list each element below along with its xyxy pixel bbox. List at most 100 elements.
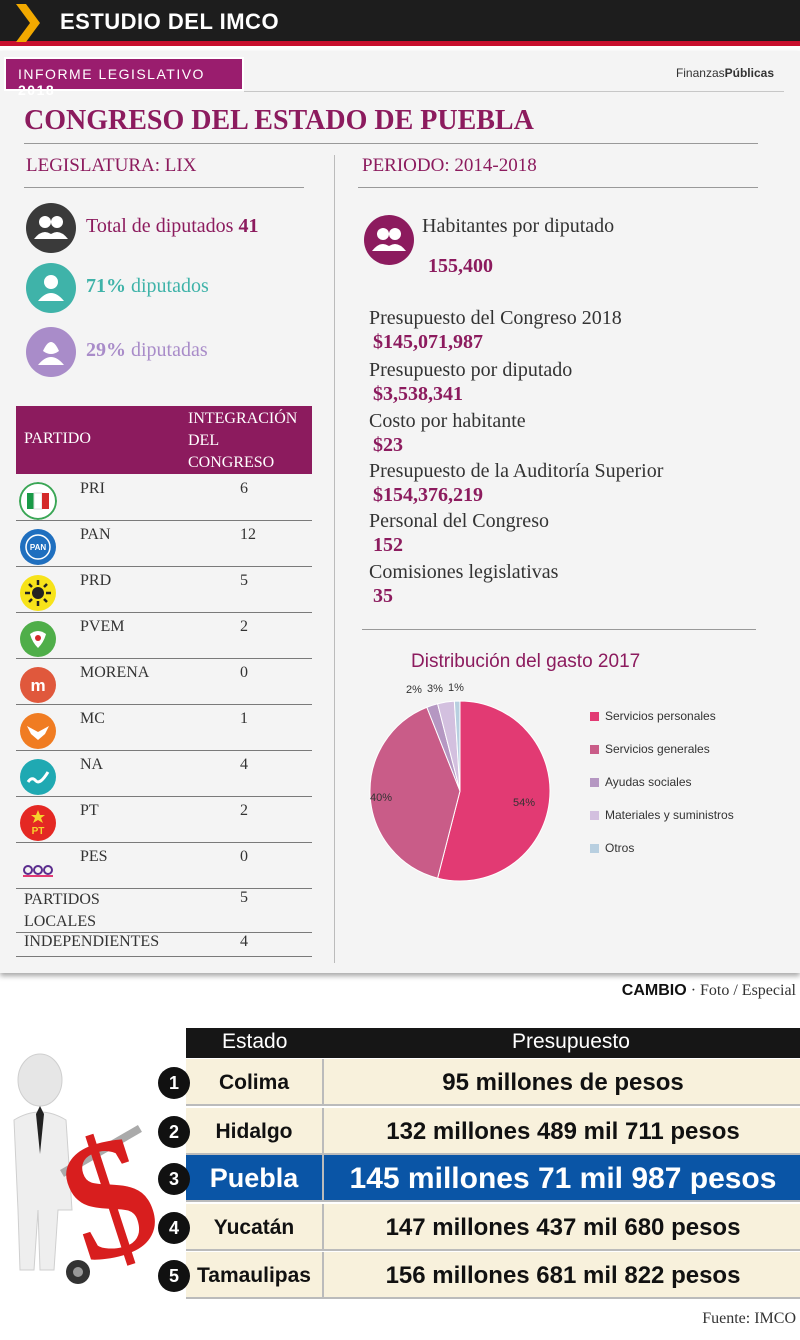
- pie-slice: [369, 706, 461, 879]
- divider: [24, 187, 304, 188]
- local-label: PARTIDOS: [24, 891, 100, 908]
- total-label: Total de diputados: [86, 215, 234, 237]
- ranking-row: Colima 95 millones de pesos: [186, 1059, 800, 1106]
- pan-logo-icon: PAN: [20, 529, 56, 565]
- pes-logo-icon: [23, 865, 53, 877]
- logo-text: m: [30, 676, 45, 695]
- credit-text: · Foto / Especial: [686, 982, 796, 999]
- party-value: 6: [240, 480, 248, 497]
- total-diputados: Total de diputados 41: [86, 215, 258, 238]
- legend-label: Ayudas sociales: [605, 775, 692, 789]
- pie-value-label: 54%: [513, 797, 536, 809]
- stat-label: Presupuesto de la Auditoría Superior: [369, 460, 664, 482]
- table-row: PAN PAN 12: [16, 521, 312, 567]
- women-stat: 29% diputadas: [86, 339, 208, 362]
- table-row: MC 1: [16, 705, 312, 751]
- legend-swatch: [590, 712, 599, 722]
- logo-text: PT: [32, 826, 45, 837]
- legend-label: Materiales y suministros: [605, 808, 734, 822]
- ranking-row-highlight: Puebla 145 millones 71 mil 987 pesos: [186, 1155, 800, 1202]
- legend-item: Otros: [590, 841, 634, 855]
- state-budget: 132 millones 489 mil 711 pesos: [386, 1118, 740, 1145]
- man-icon: [26, 263, 76, 313]
- women-pct: 29%: [86, 339, 126, 361]
- party-name: PRI: [80, 480, 105, 497]
- ranking-row: Yucatán 147 millones 437 mil 680 pesos: [186, 1204, 800, 1251]
- header-line: INTEGRACIÓN: [188, 410, 298, 427]
- stat-value: $23: [373, 434, 403, 456]
- stat-value: $3,538,341: [373, 383, 463, 405]
- habitantes-value: 155,400: [428, 255, 493, 277]
- stat-label: Comisiones legislativas: [369, 561, 559, 583]
- party-value: 5: [240, 572, 248, 589]
- source-credit: Fuente: IMCO: [702, 1310, 796, 1327]
- habitantes-label: Habitantes por diputado: [422, 215, 615, 237]
- party-name: PRD: [80, 572, 112, 589]
- header-party: PARTIDO: [24, 430, 91, 447]
- stat-label: Costo por habitante: [369, 410, 526, 432]
- legend-item: Materiales y suministros: [590, 808, 734, 822]
- table-row: PVEM 2: [16, 613, 312, 659]
- state-budget: 145 millones 71 mil 987 pesos: [349, 1162, 777, 1195]
- pie-chart: [369, 700, 551, 882]
- stat-value: $154,376,219: [373, 484, 483, 506]
- legend-item: Ayudas sociales: [590, 775, 692, 789]
- top-bar: ESTUDIO DEL IMCO: [0, 0, 800, 46]
- party-name: PARTIDOS LOCALES: [24, 889, 100, 933]
- table-row: m MORENA 0: [16, 659, 312, 705]
- brand-text-a: Finanzas: [675, 66, 725, 80]
- report-ribbon: INFORME LEGISLATIVO 2018: [4, 57, 244, 98]
- chart-title: Distribución del gasto 2017: [411, 651, 641, 672]
- legislatura-label: LEGISLATURA: LIX: [26, 155, 197, 176]
- pri-logo-icon: [19, 482, 57, 520]
- divider: [362, 629, 756, 630]
- divider: [358, 187, 758, 188]
- ranking-header: Estado Presupuesto: [186, 1028, 800, 1058]
- party-value: 0: [240, 848, 248, 865]
- header-line: DEL: [188, 432, 220, 449]
- party-name: PT: [80, 802, 99, 819]
- men-stat: 71% diputados: [86, 275, 209, 298]
- party-value: 4: [240, 933, 248, 950]
- mc-logo-icon: [20, 713, 56, 749]
- ranking-row: Tamaulipas 156 millones 681 mil 822 peso…: [186, 1252, 800, 1299]
- party-value: 12: [240, 526, 256, 543]
- table-row: PRI 6: [16, 475, 312, 521]
- state-name: Tamaulipas: [186, 1252, 324, 1299]
- column-divider: [334, 155, 335, 963]
- rank-badge: 2: [158, 1116, 190, 1148]
- women-label: diputadas: [131, 339, 208, 361]
- table-row: NA 4: [16, 751, 312, 797]
- group-icon: [26, 203, 76, 253]
- ribbon-text: INFORME LEGISLATIVO: [18, 66, 205, 82]
- rank-badge: 3: [158, 1163, 190, 1195]
- pie-slice: [437, 700, 551, 882]
- header-integration: INTEGRACIÓN DEL CONGRESO: [188, 408, 297, 474]
- header-state: Estado: [222, 1030, 288, 1053]
- legend-swatch: [590, 811, 599, 821]
- rank-badge: 5: [158, 1260, 190, 1292]
- state-budget: 147 millones 437 mil 680 pesos: [385, 1214, 741, 1241]
- state-name: Colima: [186, 1059, 324, 1106]
- party-name: MORENA: [80, 664, 150, 681]
- header-line: CONGRESO: [188, 454, 275, 471]
- legend-item: Servicios personales: [590, 709, 716, 723]
- pie-slice: [453, 700, 461, 792]
- state-name: Hidalgo: [186, 1108, 324, 1155]
- header-budget: Presupuesto: [512, 1030, 630, 1053]
- total-value: 41: [238, 215, 259, 237]
- stat-label: Personal del Congreso: [369, 510, 549, 532]
- pvem-logo-icon: [20, 621, 56, 657]
- state-name: Yucatán: [186, 1204, 324, 1251]
- ribbon-year: 2018: [18, 82, 56, 98]
- stat-label: Presupuesto por diputado: [369, 359, 573, 381]
- party-name: INDEPENDIENTES: [24, 933, 160, 950]
- men-label: diputados: [131, 275, 209, 297]
- stat-label: Presupuesto del Congreso 2018: [369, 307, 622, 329]
- table-row: PT PT 2: [16, 797, 312, 843]
- pie-value-label: 3%: [427, 683, 443, 695]
- prd-logo-icon: [20, 575, 56, 611]
- party-value: 2: [240, 618, 248, 635]
- brand-logo: FinanzasPúblicas: [676, 66, 774, 80]
- brand-text-b: Públicas: [724, 66, 774, 80]
